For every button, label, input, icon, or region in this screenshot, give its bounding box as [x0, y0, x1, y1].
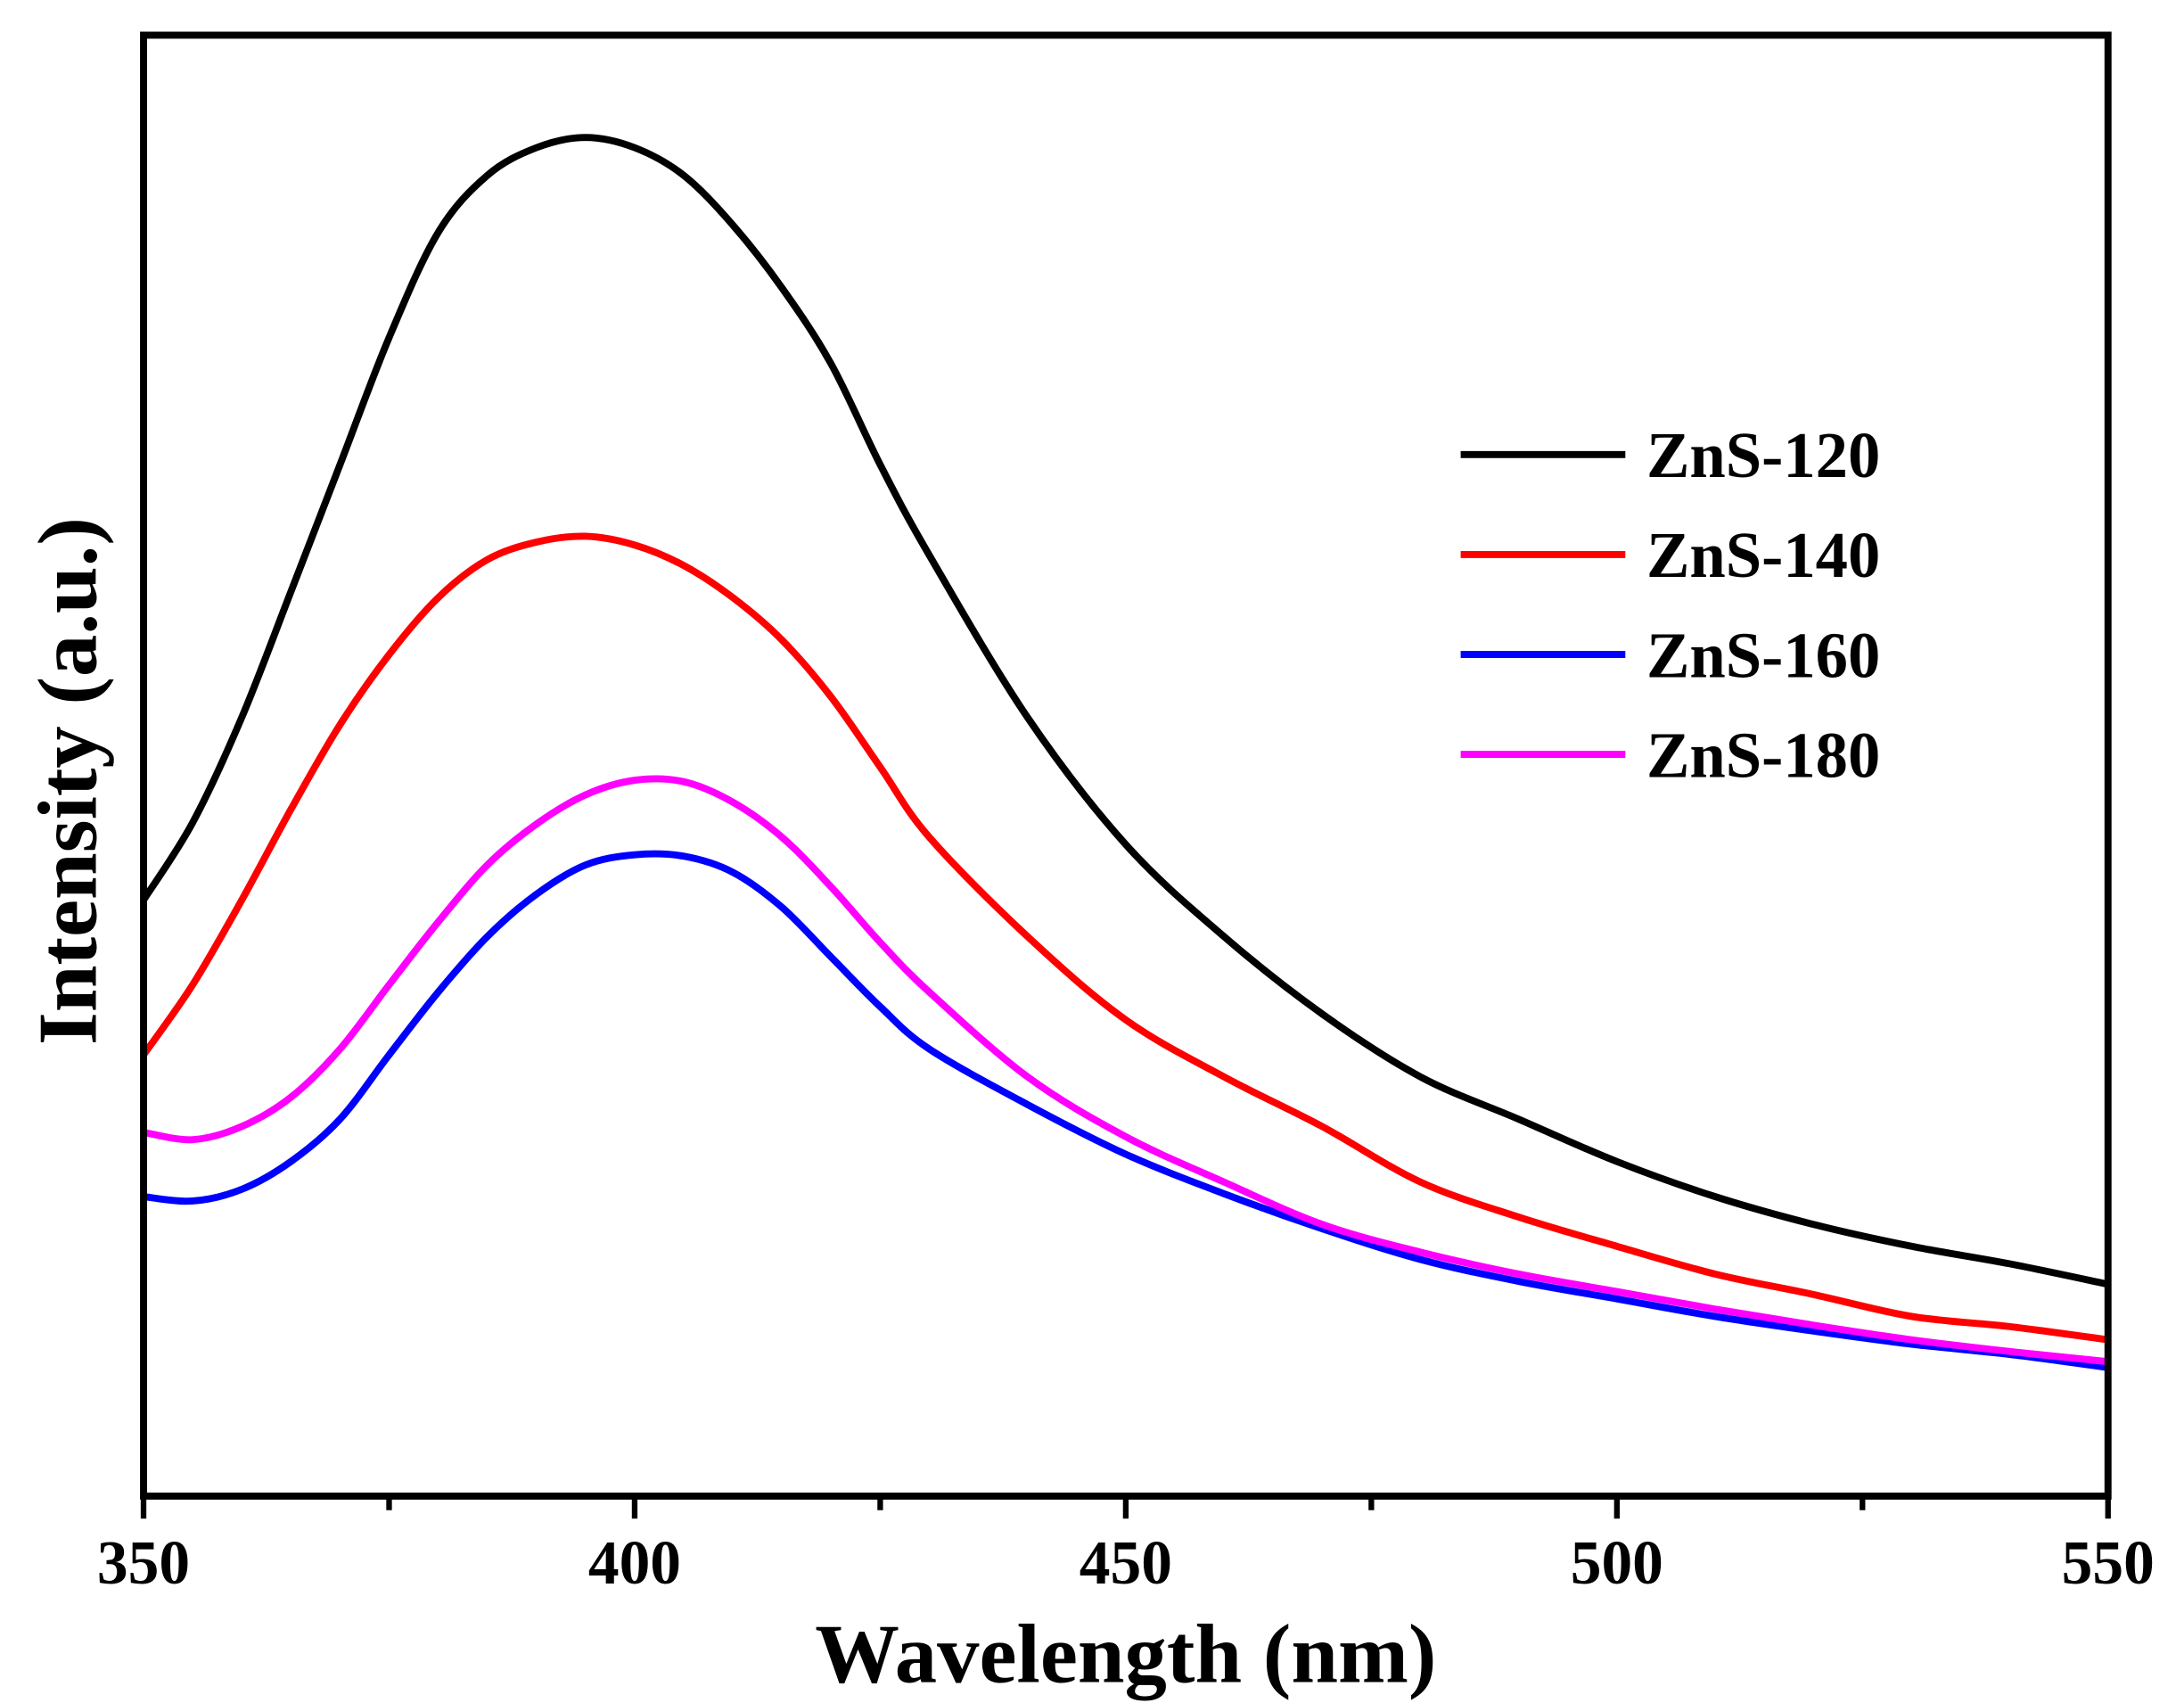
series-line-zns-180: [143, 775, 2109, 1366]
legend-label: ZnS-120: [1646, 419, 1880, 491]
series-line-zns-140: [140, 532, 2109, 1344]
legend-item: ZnS-140: [1460, 519, 1880, 591]
legend-label: ZnS-160: [1646, 619, 1880, 691]
x-tick-label: 400: [588, 1529, 681, 1598]
y-axis-title: Intensity (a.u.): [21, 517, 114, 1045]
x-tick-label: 350: [97, 1529, 190, 1598]
x-axis: 350 400 450 500 550: [97, 1495, 2155, 1598]
x-tick-label: 500: [1571, 1529, 1663, 1598]
legend: ZnS-120 ZnS-140 ZnS-160 ZnS-180: [1460, 419, 1880, 791]
legend-item: ZnS-120: [1460, 419, 1880, 491]
series-line-zns-120: [140, 134, 2109, 1288]
x-tick-label: 550: [2062, 1529, 2155, 1598]
legend-item: ZnS-180: [1460, 719, 1880, 791]
x-tick-label: 450: [1080, 1529, 1172, 1598]
legend-label: ZnS-140: [1646, 519, 1880, 591]
legend-label: ZnS-180: [1646, 719, 1880, 791]
series-layer: [140, 134, 2109, 1371]
legend-item: ZnS-160: [1460, 619, 1880, 691]
x-axis-title: Wavelength (nm): [815, 1608, 1436, 1700]
series-line-zns-160: [143, 850, 2109, 1371]
